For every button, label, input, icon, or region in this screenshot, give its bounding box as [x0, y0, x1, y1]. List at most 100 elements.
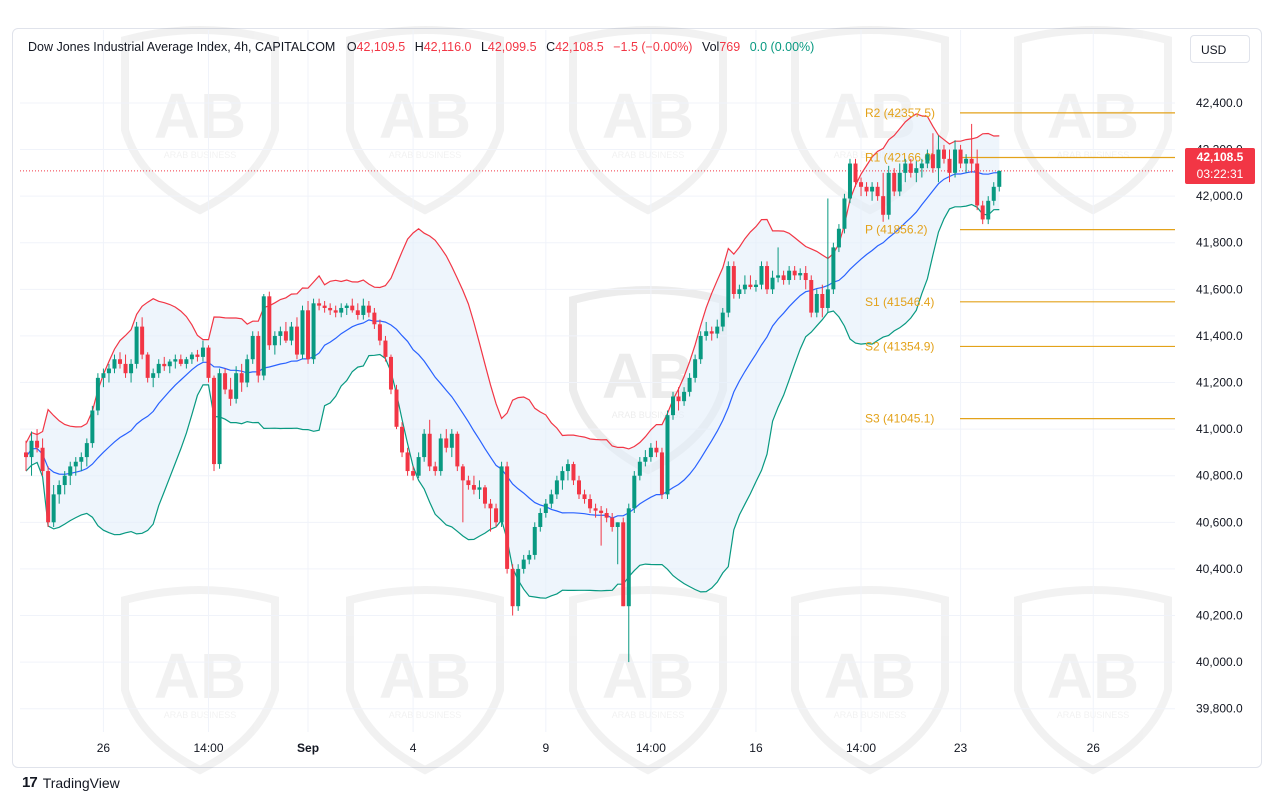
candle-body — [400, 426, 405, 453]
candle-body — [79, 457, 84, 462]
candle-body — [416, 457, 421, 476]
watermark-shield-outline — [569, 586, 727, 775]
y-tick-label: 41,200.0 — [1196, 376, 1243, 390]
candle-body — [73, 461, 78, 467]
candle-body — [90, 410, 95, 444]
y-tick-label: 42,000.0 — [1196, 189, 1243, 203]
candle-body — [411, 471, 416, 476]
candle — [621, 517, 626, 607]
bollinger-band-fill — [26, 113, 1000, 599]
candle — [217, 368, 222, 469]
candle-body — [659, 452, 664, 495]
candle-body — [333, 310, 338, 313]
candle-body — [919, 163, 924, 169]
candle — [720, 307, 725, 332]
candle-body — [505, 466, 510, 569]
candle — [212, 375, 217, 472]
candle-body — [748, 284, 753, 288]
candle — [803, 266, 808, 290]
candle-body — [781, 275, 786, 281]
x-tick-label: 4 — [410, 741, 417, 755]
candle-body — [820, 293, 825, 308]
candle — [836, 224, 841, 253]
candle-body — [234, 373, 239, 399]
candle-body — [118, 359, 123, 364]
candle — [715, 319, 720, 339]
x-tick-label: 26 — [1087, 741, 1101, 755]
candle-body — [975, 163, 980, 206]
candle-body — [731, 266, 736, 294]
pivot-lines: R2 (42357.5) R1 (42166.0) P (41856.2) S1 (4… — [20, 106, 1175, 426]
candle — [40, 438, 45, 476]
candle-body — [709, 331, 714, 334]
candle-body — [726, 266, 731, 313]
extra-value: 0.0 (0.00%) — [749, 40, 815, 54]
candle — [565, 459, 570, 481]
watermark-text: ARAB BUSINESS — [164, 710, 237, 720]
candle — [162, 356, 167, 371]
pivot-label: S1 (41546.4) — [865, 295, 934, 309]
candle-body — [897, 172, 902, 192]
candle — [897, 163, 902, 197]
candle-body — [283, 331, 288, 341]
watermark-shield-outline — [121, 26, 279, 215]
x-tick-label: 9 — [542, 741, 549, 755]
candle-body — [648, 447, 653, 458]
candle — [267, 291, 272, 350]
candle-body — [798, 273, 803, 276]
candle — [223, 368, 228, 395]
candle-body — [682, 391, 687, 402]
candle — [798, 268, 803, 281]
candle — [438, 433, 443, 476]
candle-body — [167, 361, 172, 367]
x-tick-label: 26 — [97, 741, 111, 755]
pivot-label: R1 (42166.0) — [865, 150, 935, 164]
symbol-legend[interactable]: Dow Jones Industrial Average Index, 4h, … — [28, 40, 814, 54]
candle — [317, 298, 322, 311]
candle-body — [51, 494, 56, 523]
candle — [964, 154, 969, 173]
candle — [853, 158, 858, 187]
candle — [184, 356, 189, 369]
candle — [626, 503, 631, 663]
candle-body — [842, 198, 847, 229]
candle — [383, 335, 388, 362]
candle — [582, 489, 587, 504]
candle-body — [438, 438, 443, 472]
candle-body — [195, 354, 200, 357]
candle-body — [29, 440, 34, 458]
candle — [289, 321, 294, 346]
open-value: 42,109.5 — [356, 40, 406, 54]
candle — [571, 461, 576, 486]
candle — [422, 429, 427, 462]
candle — [986, 196, 991, 225]
candle-body — [654, 447, 659, 453]
candle — [494, 503, 499, 527]
symbol-title[interactable]: Dow Jones Industrial Average Index, 4h, … — [28, 40, 336, 54]
candle — [958, 144, 963, 169]
candle-body — [538, 512, 543, 527]
candle — [471, 475, 476, 495]
candle — [322, 300, 327, 313]
candle-body — [903, 163, 908, 173]
candle — [405, 447, 410, 476]
x-tick-label: 14:00 — [636, 741, 666, 755]
watermark-monogram: AB — [602, 640, 694, 712]
pivot-label: S2 (41354.9) — [865, 339, 934, 353]
currency-button[interactable]: USD — [1190, 35, 1250, 63]
watermark-text: ARAB BUSINESS — [389, 150, 462, 160]
watermark-shield-outline — [346, 26, 504, 215]
candle-body — [471, 485, 476, 490]
candle — [488, 499, 493, 532]
candle — [809, 275, 814, 318]
candle-body — [759, 266, 764, 285]
candle-body — [532, 526, 537, 555]
tradingview-logo[interactable]: 17 TradingView — [22, 774, 120, 791]
candle-body — [317, 303, 322, 306]
candle-body — [433, 466, 438, 472]
candle — [466, 475, 471, 490]
